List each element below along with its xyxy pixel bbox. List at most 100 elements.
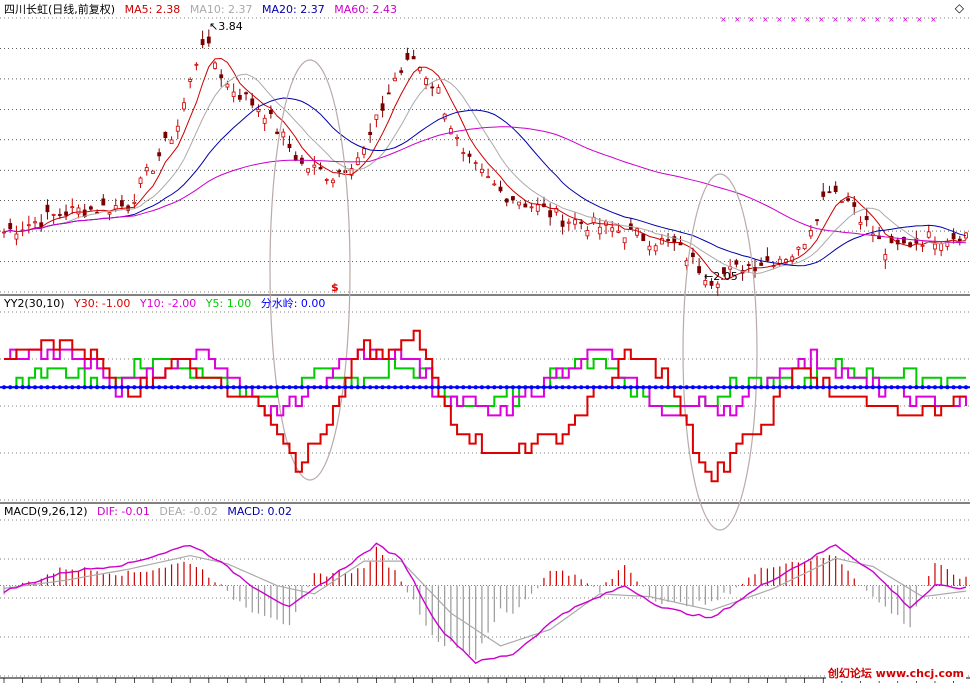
signal-cross-mark: × bbox=[902, 15, 909, 24]
watershed-dot bbox=[535, 385, 540, 390]
candle-body bbox=[864, 215, 869, 221]
watershed-dot bbox=[144, 385, 149, 390]
macd-label: MACD: 0.02 bbox=[227, 505, 292, 518]
candle-body bbox=[926, 231, 931, 238]
watershed-dot bbox=[870, 385, 875, 390]
watershed-dot bbox=[175, 385, 180, 390]
candle-body bbox=[182, 102, 186, 110]
candle-body bbox=[746, 264, 751, 266]
candle-body bbox=[821, 191, 826, 197]
candle-body bbox=[138, 177, 143, 184]
watershed-dot bbox=[802, 385, 807, 390]
candle-body bbox=[393, 77, 397, 82]
dif-line bbox=[3, 542, 967, 665]
signal-cross-mark: × bbox=[776, 15, 783, 24]
watershed-dot bbox=[914, 385, 919, 390]
signal-cross-mark: × bbox=[748, 15, 755, 24]
candle-body bbox=[88, 206, 93, 210]
watershed-dot bbox=[51, 385, 56, 390]
candle-body bbox=[566, 221, 571, 224]
candle-body bbox=[691, 252, 695, 258]
candle-body bbox=[697, 266, 702, 274]
candle-body bbox=[852, 202, 857, 207]
yy2-panel bbox=[0, 329, 970, 483]
watershed-dot bbox=[380, 385, 385, 390]
watershed-dot bbox=[88, 385, 93, 390]
watershed-dot bbox=[461, 385, 466, 390]
candle-body bbox=[64, 211, 68, 216]
candle-body bbox=[362, 148, 366, 155]
signal-cross-mark: × bbox=[720, 15, 727, 24]
watershed-dot bbox=[591, 385, 596, 390]
dea-label: DEA: -0.02 bbox=[159, 505, 218, 518]
watershed-dot bbox=[442, 385, 447, 390]
watershed-dot bbox=[95, 385, 100, 390]
watershed-dot bbox=[666, 385, 671, 390]
candle-body bbox=[151, 170, 155, 174]
ma10-label: MA10: 2.37 bbox=[189, 3, 253, 16]
watershed-dot bbox=[635, 385, 640, 390]
watershed-dot bbox=[964, 385, 968, 390]
watershed-dot bbox=[368, 385, 373, 390]
signal-cross-mark: × bbox=[930, 15, 937, 24]
candle-body bbox=[486, 176, 491, 179]
diamond-icon[interactable]: ◇ bbox=[954, 1, 964, 15]
candle-body bbox=[579, 221, 584, 224]
candle-body bbox=[709, 280, 714, 286]
candle-body bbox=[374, 114, 379, 120]
watershed-dot bbox=[436, 385, 441, 390]
watermark: 创幻论坛 www.chcj.com bbox=[825, 665, 966, 681]
watershed-dot bbox=[455, 385, 460, 390]
candle-body bbox=[386, 92, 391, 95]
candle-body bbox=[2, 231, 6, 234]
watershed-dot bbox=[405, 385, 410, 390]
candle-body bbox=[585, 230, 590, 237]
candle-body bbox=[647, 245, 652, 251]
watershed-dot bbox=[14, 385, 19, 390]
watershed-dot bbox=[250, 385, 255, 390]
watershed-label: 分水岭: 0.00 bbox=[260, 297, 326, 310]
watershed-dot bbox=[920, 385, 925, 390]
watershed-dot bbox=[275, 385, 280, 390]
candle-body bbox=[101, 198, 106, 206]
watershed-dot bbox=[684, 385, 689, 390]
watershed-dot bbox=[690, 385, 695, 390]
candle-body bbox=[194, 63, 199, 66]
watershed-dot bbox=[932, 385, 937, 390]
watershed-dot bbox=[2, 385, 6, 390]
watershed-dot bbox=[268, 385, 273, 390]
candle-body bbox=[610, 227, 615, 232]
watershed-dot bbox=[448, 385, 453, 390]
watershed-dot bbox=[194, 385, 199, 390]
watershed-dot bbox=[200, 385, 205, 390]
candle-body bbox=[57, 214, 62, 216]
candle-body bbox=[827, 191, 832, 194]
candle-body bbox=[902, 236, 906, 244]
candle-body bbox=[355, 157, 360, 165]
watershed-dot bbox=[610, 385, 615, 390]
watershed-dot bbox=[678, 385, 683, 390]
candle-body bbox=[231, 91, 236, 97]
macd-title: MACD(9,26,12) bbox=[4, 505, 88, 518]
watershed-dot bbox=[852, 385, 857, 390]
candle-body bbox=[256, 109, 261, 113]
candle-body bbox=[281, 131, 286, 138]
watershed-dot bbox=[262, 385, 267, 390]
watershed-dot bbox=[604, 385, 609, 390]
watershed-dot bbox=[306, 385, 311, 390]
candle-body bbox=[349, 168, 354, 176]
watershed-dot bbox=[815, 385, 820, 390]
watershed-dot bbox=[765, 385, 770, 390]
watershed-dot bbox=[424, 385, 429, 390]
watershed-dot bbox=[597, 385, 602, 390]
watershed-dot bbox=[951, 385, 956, 390]
watershed-dot bbox=[206, 385, 211, 390]
candle-body bbox=[883, 254, 888, 261]
dif-label: DIF: -0.01 bbox=[97, 505, 150, 518]
price-panel-header: 四川长虹(日线,前复权) MA5: 2.38 MA10: 2.37 MA20: … bbox=[4, 3, 403, 16]
candle-body bbox=[312, 164, 317, 168]
chart-grid bbox=[0, 17, 970, 679]
watershed-dot bbox=[957, 385, 962, 390]
candle-body bbox=[293, 155, 298, 161]
